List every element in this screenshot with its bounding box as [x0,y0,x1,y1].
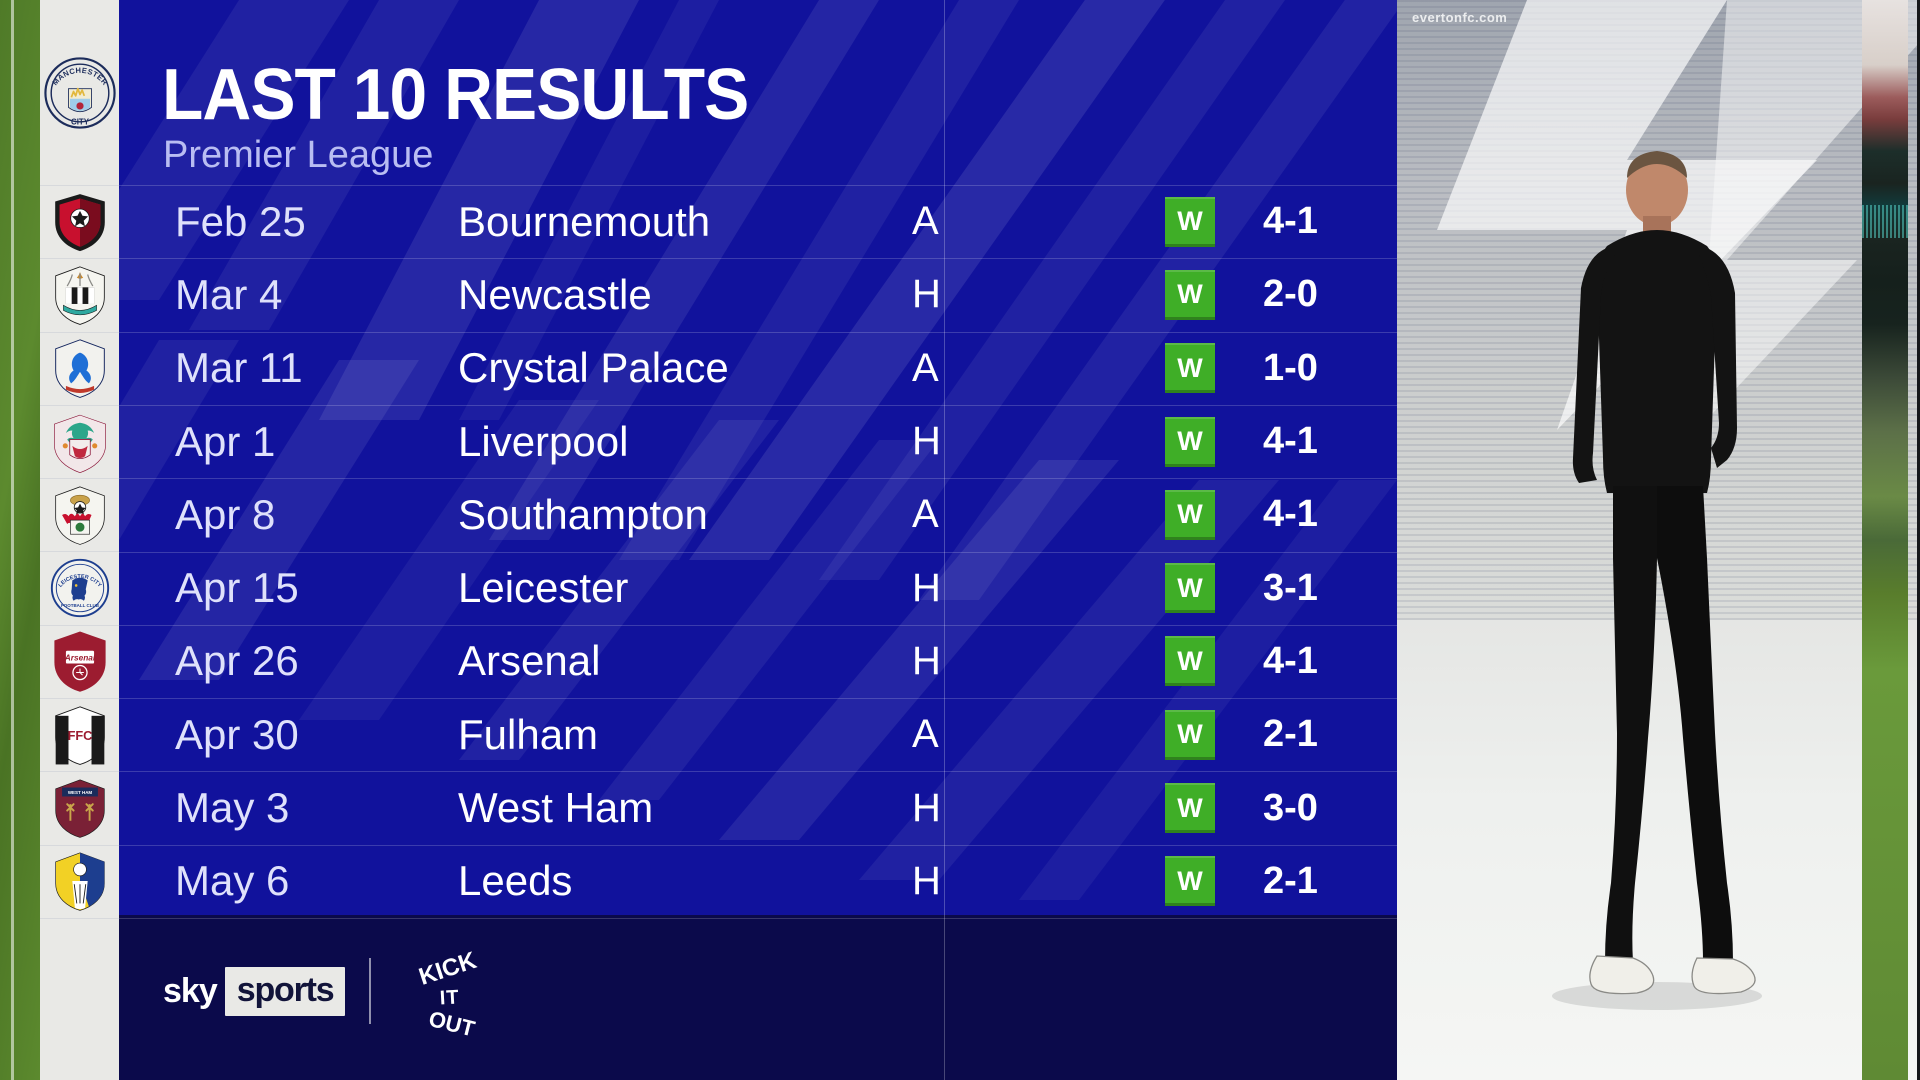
svg-text:FFC: FFC [67,728,92,743]
svg-text:OUT: OUT [426,1006,478,1042]
svg-text:FOOTBALL CLUB: FOOTBALL CLUB [61,603,100,608]
svg-text:CITY: CITY [70,117,89,126]
svg-text:IT: IT [439,987,460,1010]
svg-text:KICK: KICK [416,947,481,991]
svg-text:Arsenal: Arsenal [63,653,95,663]
svg-text:WEST HAM: WEST HAM [67,790,92,795]
